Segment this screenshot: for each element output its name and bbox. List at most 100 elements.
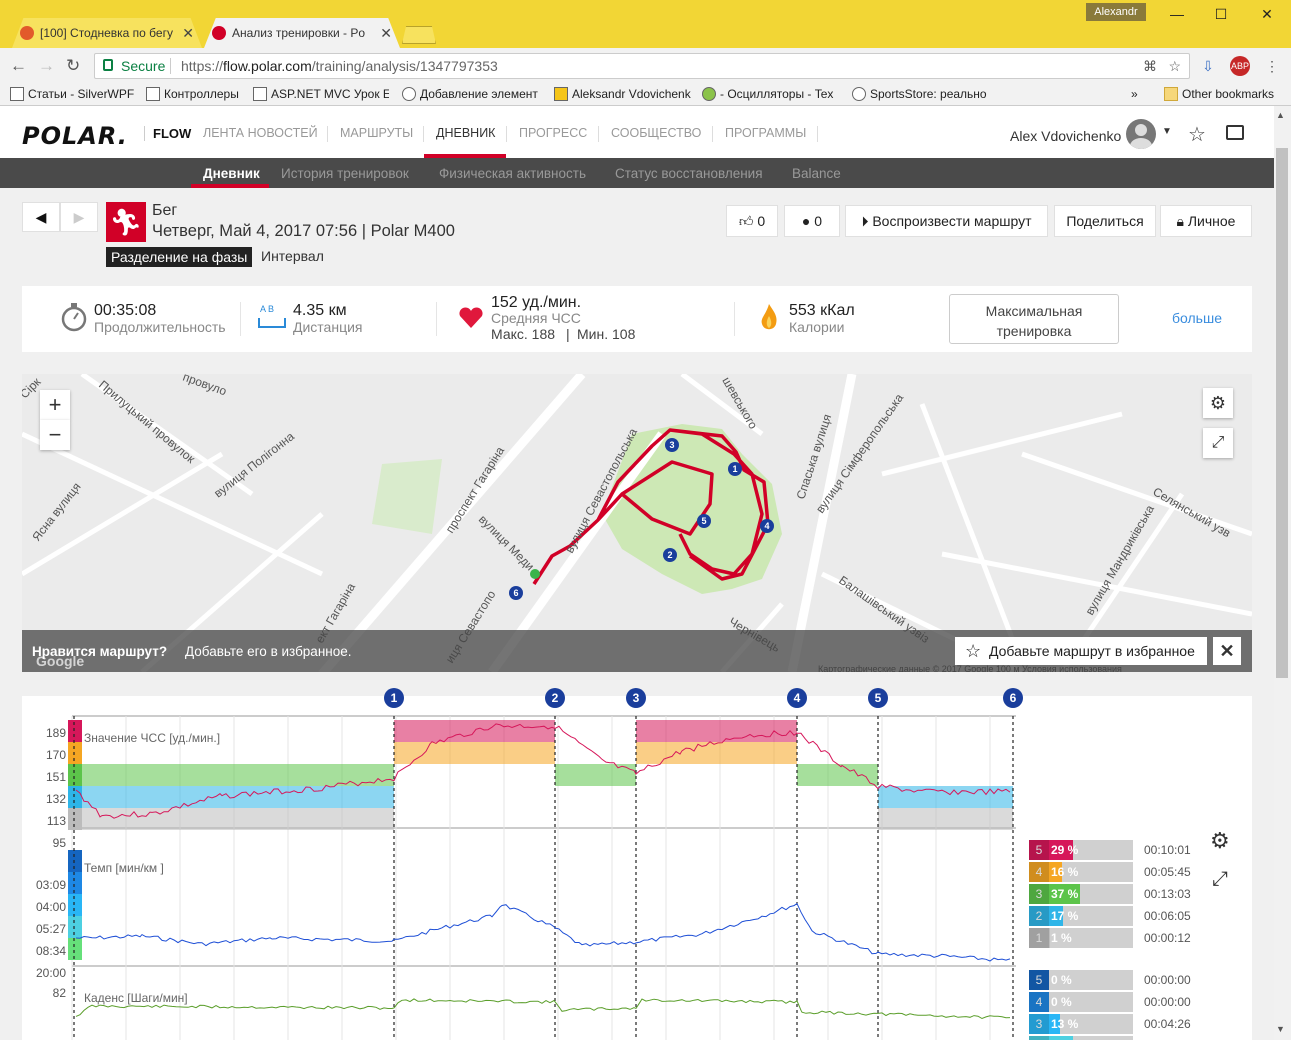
browser-tab-diary[interactable]: [100] Стодневка по бегу ✕ — [12, 18, 202, 48]
chevron-down-icon[interactable]: ▼ — [1162, 126, 1172, 137]
phase-marker[interactable]: 1 — [384, 688, 404, 708]
graph-fullscreen-icon[interactable]: ⤢ — [1212, 868, 1228, 890]
phase-marker[interactable]: 2 — [545, 688, 565, 708]
subnav-diary[interactable]: Дневник — [203, 166, 260, 181]
subnav-history[interactable]: История тренировок — [281, 166, 409, 181]
bookmark-item[interactable]: Aleksandr Vdovichenk — [554, 87, 692, 101]
messages-icon[interactable] — [1226, 125, 1244, 140]
phase-marker[interactable]: 5 — [868, 688, 888, 708]
adblock-icon[interactable]: ABP — [1230, 56, 1250, 76]
zone-row: 228 % — [1029, 1036, 1133, 1040]
privacy-button[interactable]: 🔒︎ Личное — [1160, 205, 1252, 237]
training-benefit-button[interactable]: Максимальная тренировка — [949, 294, 1119, 344]
pace-tick: 20:00 — [35, 966, 66, 980]
analysis-graph[interactable]: Значение ЧСС [уд./мин.] Темп [мин/км ] К… — [22, 688, 1252, 1040]
calories-value: 553 кКал — [789, 302, 855, 319]
phase-marker[interactable]: 4 — [787, 688, 807, 708]
bookmarks-overflow-icon[interactable]: » — [1131, 87, 1138, 101]
translate-icon[interactable]: ⌘ — [1143, 58, 1157, 74]
subnav-activity[interactable]: Физическая активность — [439, 166, 586, 181]
zone-time: 00:00:00 — [1144, 973, 1191, 987]
new-tab-button[interactable] — [402, 26, 436, 44]
bookmark-item[interactable]: Добавление элемент — [402, 87, 542, 101]
pace-zone-strip — [68, 894, 82, 916]
map-settings-gear-icon[interactable]: ⚙︎ — [1203, 388, 1233, 418]
zoom-out-button[interactable]: − — [40, 420, 70, 450]
minimize-button[interactable]: — — [1170, 6, 1184, 22]
zone-row: 3 13 % — [1029, 1014, 1133, 1034]
next-session-button[interactable]: ▶ — [60, 202, 98, 232]
bookmark-item[interactable]: SportsStore: реально — [852, 87, 990, 101]
avatar[interactable] — [1126, 119, 1156, 149]
close-banner-button[interactable]: ✕ — [1213, 637, 1241, 665]
user-name[interactable]: Alex Vdovichenko — [1010, 128, 1122, 144]
bookmark-label: ASP.NET MVC Урок E — [271, 87, 389, 101]
bookmark-item[interactable]: - Осцилляторы - Tex — [702, 87, 842, 101]
bookmark-item[interactable]: Статьи - SilverWPF — [10, 87, 140, 101]
ruler-icon — [258, 318, 286, 328]
zone-number: 1 — [1029, 928, 1049, 948]
extension-download-icon[interactable]: ⇩ — [1202, 58, 1214, 74]
bookmark-star-icon[interactable]: ☆ — [1168, 58, 1181, 74]
tab-close-icon[interactable]: ✕ — [182, 25, 194, 41]
phase-badge: Разделение на фазы — [106, 247, 253, 267]
bookmark-item[interactable]: ASP.NET MVC Урок E — [253, 87, 389, 101]
maximize-button[interactable]: ☐ — [1214, 6, 1228, 22]
minor-roads — [22, 374, 1252, 672]
phase-marker[interactable]: 3 — [626, 688, 646, 708]
nav-diary[interactable]: ДНЕВНИК — [436, 126, 496, 140]
url-host: flow.polar.com — [223, 58, 312, 74]
favorites-star-icon[interactable]: ☆ — [1188, 124, 1206, 146]
menu-dots-icon[interactable]: ⋮ — [1265, 58, 1279, 74]
graph-settings-gear-icon[interactable]: ⚙︎ — [1210, 828, 1230, 853]
route-path — [532, 428, 770, 585]
hr-zone-band — [74, 808, 394, 830]
fullscreen-icon[interactable]: ⤢ — [1203, 428, 1233, 458]
forward-arrow-icon[interactable]: → — [38, 56, 55, 75]
browser-tab-analysis[interactable]: Анализ тренировки - Po ✕ — [204, 18, 400, 48]
distance-label: Дистанция — [293, 319, 363, 335]
street-label: шевського — [719, 375, 760, 432]
zone-row: 5 29 % — [1029, 840, 1133, 860]
add-favorite-route-button[interactable]: ☆ Добавьте маршрут в избранное — [955, 637, 1207, 665]
bookmark-page-icon — [10, 87, 24, 101]
lock-icon: 🔒︎ — [1176, 213, 1184, 229]
nav-divider — [598, 126, 599, 142]
bookmark-item[interactable]: Контроллеры — [146, 87, 246, 101]
bookmark-label: Статьи - SilverWPF — [28, 87, 135, 101]
scroll-up-arrow-icon[interactable]: ▲ — [1276, 110, 1285, 120]
nav-routes[interactable]: МАРШРУТЫ — [340, 126, 414, 140]
close-window-button[interactable]: ✕ — [1261, 6, 1273, 22]
scroll-down-arrow-icon[interactable]: ▼ — [1276, 1024, 1285, 1034]
phase-marker[interactable]: 6 — [1003, 688, 1023, 708]
back-arrow-icon[interactable]: ← — [10, 56, 27, 75]
subnav-recovery[interactable]: Статус восстановления — [615, 166, 763, 181]
more-link[interactable]: больше — [1172, 310, 1222, 326]
address-bar[interactable]: Secure https://flow.polar.com/training/a… — [94, 53, 1190, 79]
reload-icon[interactable]: ↻ — [66, 56, 81, 75]
zone-time: 00:04:26 — [1144, 1017, 1191, 1031]
subnav-balance[interactable]: Balance — [792, 166, 841, 181]
share-button[interactable]: Поделиться — [1054, 205, 1156, 237]
replay-route-button[interactable]: ⏵ Воспроизвести маршрут — [845, 205, 1048, 237]
nav-progress[interactable]: ПРОГРЕСС — [519, 126, 588, 140]
nav-programs[interactable]: ПРОГРАММЫ — [725, 126, 807, 140]
zoom-in-button[interactable]: + — [40, 390, 70, 420]
previous-session-button[interactable]: ◀ — [22, 202, 60, 232]
nav-community[interactable]: СООБЩЕСТВО — [611, 126, 702, 140]
tab-title: Анализ тренировки - Po — [232, 26, 366, 40]
hr-tick: 170 — [45, 748, 66, 762]
other-bookmarks[interactable]: Other bookmarks — [1164, 87, 1274, 101]
zone-number: 3 — [1029, 884, 1049, 904]
comment-button[interactable]: ● 0 — [784, 205, 840, 237]
window-user-badge[interactable]: Alexandr — [1086, 3, 1146, 21]
nav-news[interactable]: ЛЕНТА НОВОСТЕЙ — [203, 126, 318, 140]
like-count: 0 — [757, 213, 766, 229]
scrollbar-thumb[interactable] — [1276, 148, 1288, 678]
tab-close-icon[interactable]: ✕ — [380, 25, 392, 41]
route-map[interactable]: Сірк провуло Прилуцький провулок вулиця … — [22, 374, 1252, 672]
bookmark-page-icon — [402, 87, 416, 101]
like-button[interactable]: 👍︎ 0 — [726, 205, 778, 237]
polar-logo[interactable]: POLAR. — [22, 122, 128, 150]
